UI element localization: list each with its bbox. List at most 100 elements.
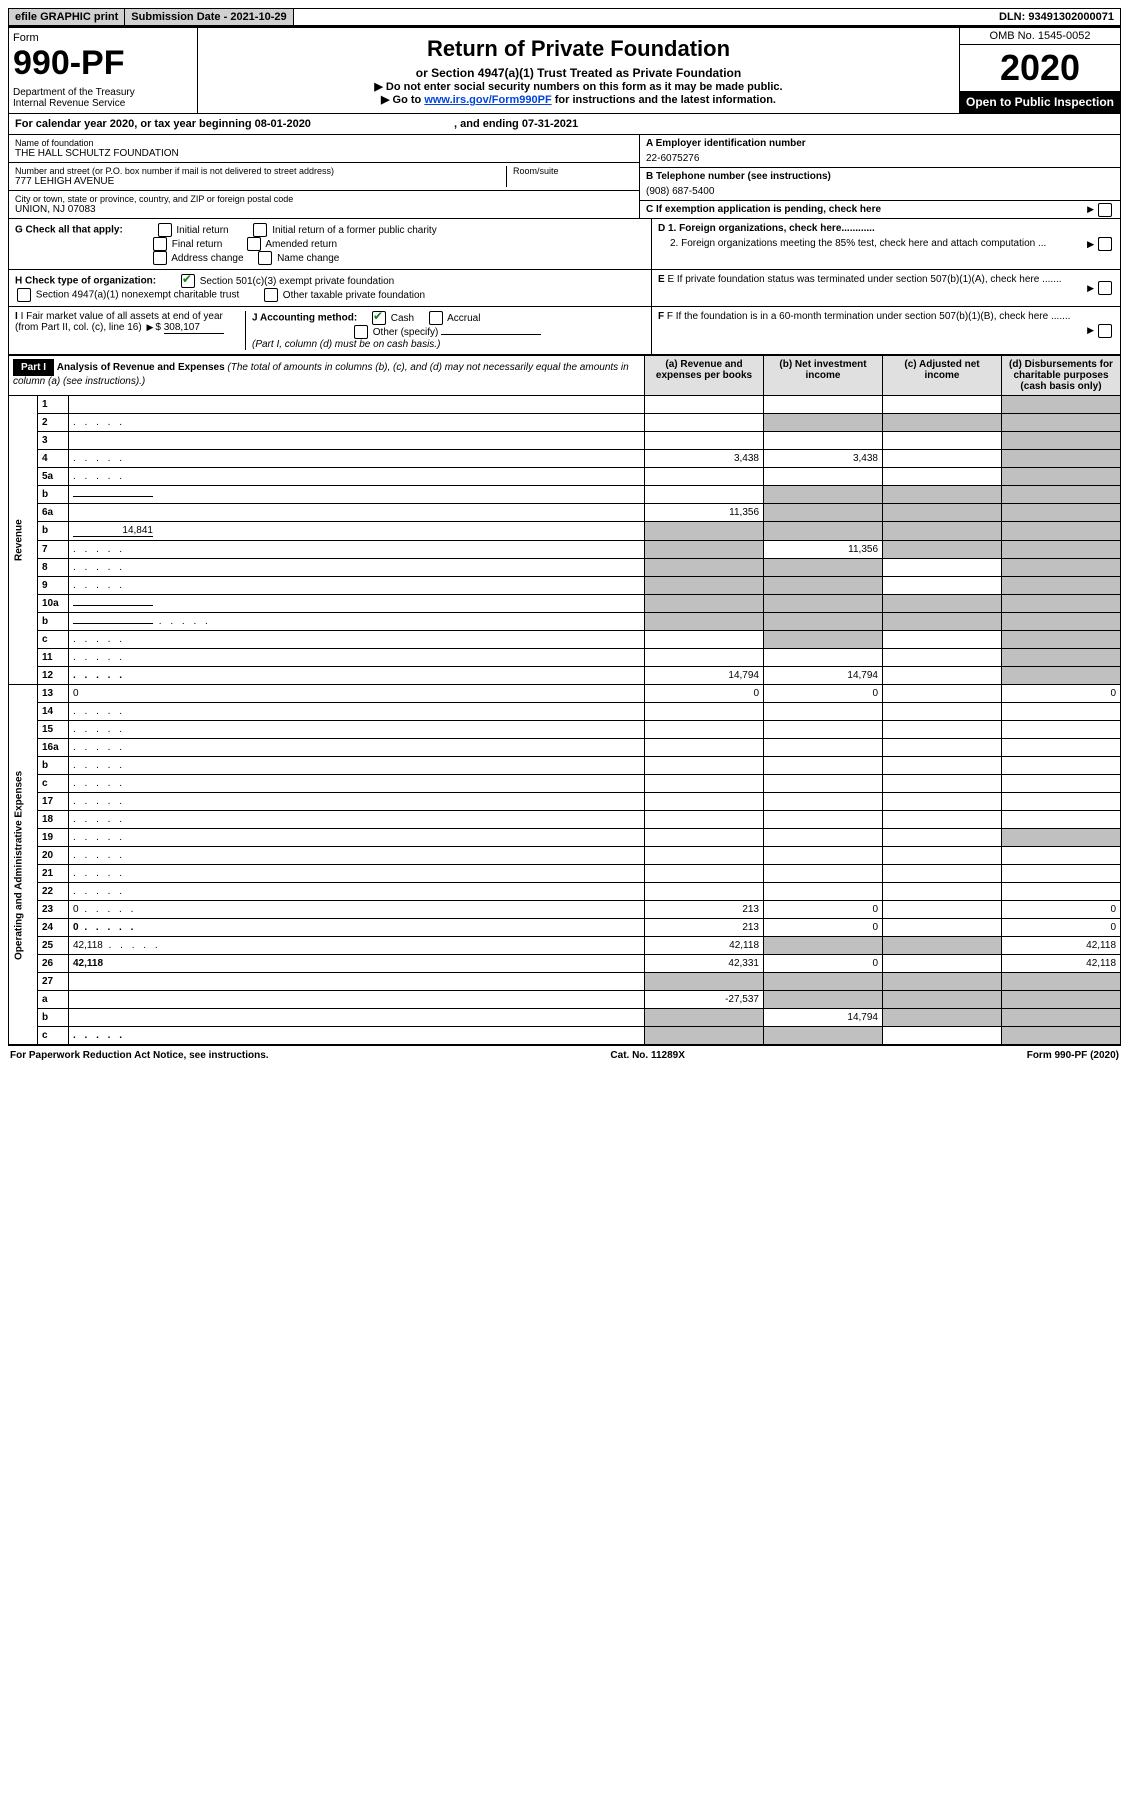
submission-date: Submission Date - 2021-10-29 xyxy=(125,9,293,25)
j-cash-checkbox[interactable] xyxy=(372,311,386,325)
row-number: 15 xyxy=(38,721,69,739)
cell-d: 0 xyxy=(1002,919,1121,937)
table-row: 12 . . . . .14,79414,794 xyxy=(9,667,1121,685)
h-4947-checkbox[interactable] xyxy=(17,288,31,302)
row-description xyxy=(69,991,645,1009)
efile-print-button[interactable]: efile GRAPHIC print xyxy=(9,9,125,25)
table-row: 2642,11842,331042,118 xyxy=(9,955,1121,973)
cell-b xyxy=(764,739,883,757)
form-title: Return of Private Foundation xyxy=(206,36,951,62)
j-accounting: J Accounting method: Cash Accrual Other … xyxy=(245,311,645,350)
row-description: . . . . . xyxy=(69,811,645,829)
cell-a xyxy=(645,721,764,739)
row-number: c xyxy=(38,775,69,793)
cell-b xyxy=(764,757,883,775)
cell-d xyxy=(1002,504,1121,522)
cell-c xyxy=(883,468,1002,486)
row-number: 6a xyxy=(38,504,69,522)
cell-a xyxy=(645,811,764,829)
row-description: . . . . . xyxy=(69,577,645,595)
h-other-checkbox[interactable] xyxy=(264,288,278,302)
row-description: . . . . . xyxy=(69,703,645,721)
j-accrual-checkbox[interactable] xyxy=(429,311,443,325)
footer-left: For Paperwork Reduction Act Notice, see … xyxy=(10,1050,269,1061)
cell-b xyxy=(764,1027,883,1045)
row-number: 1 xyxy=(38,396,69,414)
table-row: 3 xyxy=(9,432,1121,450)
cell-b xyxy=(764,937,883,955)
cell-a xyxy=(645,541,764,559)
cell-a xyxy=(645,577,764,595)
form-label: Form xyxy=(13,32,193,44)
e-terminated: E E If private foundation status was ter… xyxy=(652,270,1120,306)
row-description: 0 . . . . . xyxy=(69,901,645,919)
address-cell: Number and street (or P.O. box number if… xyxy=(9,163,639,191)
cell-d xyxy=(1002,847,1121,865)
table-row: 15 . . . . . xyxy=(9,721,1121,739)
table-row: 230 . . . . .21300 xyxy=(9,901,1121,919)
cell-c xyxy=(883,414,1002,432)
col-d-header: (d) Disbursements for charitable purpose… xyxy=(1002,356,1121,396)
cell-c xyxy=(883,973,1002,991)
calendar-year-row: For calendar year 2020, or tax year begi… xyxy=(8,114,1121,135)
row-description: . . . . . xyxy=(69,613,645,631)
table-row: 17 . . . . . xyxy=(9,793,1121,811)
form990pf-link[interactable]: www.irs.gov/Form990PF xyxy=(424,94,551,106)
g-name-checkbox[interactable] xyxy=(258,251,272,265)
table-row: 27 xyxy=(9,973,1121,991)
cell-c xyxy=(883,667,1002,685)
f-checkbox[interactable] xyxy=(1098,324,1112,338)
row-number: 26 xyxy=(38,955,69,973)
d2-checkbox[interactable] xyxy=(1098,237,1112,251)
cell-b: 0 xyxy=(764,901,883,919)
j-other-checkbox[interactable] xyxy=(354,325,368,339)
c-checkbox[interactable] xyxy=(1098,203,1112,217)
cell-b: 3,438 xyxy=(764,450,883,468)
arrow-icon xyxy=(1085,239,1096,250)
cell-c xyxy=(883,991,1002,1009)
table-row: 19 . . . . . xyxy=(9,829,1121,847)
cell-d xyxy=(1002,414,1121,432)
row-number: 5a xyxy=(38,468,69,486)
table-row: 21 . . . . . xyxy=(9,865,1121,883)
omb-number: OMB No. 1545-0052 xyxy=(960,28,1120,45)
cell-b xyxy=(764,504,883,522)
row-description: . . . . . xyxy=(69,541,645,559)
row-description: 42,118 xyxy=(69,955,645,973)
row-description: . . . . . xyxy=(69,847,645,865)
row-number: c xyxy=(38,1027,69,1045)
row-number: 14 xyxy=(38,703,69,721)
g-address-checkbox[interactable] xyxy=(153,251,167,265)
cell-b xyxy=(764,649,883,667)
row-number: 18 xyxy=(38,811,69,829)
row-number: 4 xyxy=(38,450,69,468)
cell-c xyxy=(883,595,1002,613)
row-description xyxy=(69,504,645,522)
revenue-sidelabel: Revenue xyxy=(9,396,38,685)
g-amended-checkbox[interactable] xyxy=(247,237,261,251)
cell-c xyxy=(883,1009,1002,1027)
cell-a xyxy=(645,883,764,901)
g-initial-checkbox[interactable] xyxy=(158,223,172,237)
cell-d xyxy=(1002,577,1121,595)
cell-c xyxy=(883,631,1002,649)
page-footer: For Paperwork Reduction Act Notice, see … xyxy=(8,1045,1121,1065)
table-row: Revenue1 xyxy=(9,396,1121,414)
cell-d: 0 xyxy=(1002,685,1121,703)
table-row: 22 . . . . . xyxy=(9,883,1121,901)
row-number: 16a xyxy=(38,739,69,757)
cell-d xyxy=(1002,793,1121,811)
cell-d xyxy=(1002,991,1121,1009)
cell-a xyxy=(645,703,764,721)
row-number: 24 xyxy=(38,919,69,937)
e-checkbox[interactable] xyxy=(1098,281,1112,295)
g-former-checkbox[interactable] xyxy=(253,223,267,237)
cell-a xyxy=(645,414,764,432)
open-public: Open to Public Inspection xyxy=(960,91,1120,113)
cell-a xyxy=(645,973,764,991)
g-final-checkbox[interactable] xyxy=(153,237,167,251)
cell-c xyxy=(883,883,1002,901)
row-description: 0 xyxy=(69,685,645,703)
cell-c xyxy=(883,775,1002,793)
h-501c3-checkbox[interactable] xyxy=(181,274,195,288)
